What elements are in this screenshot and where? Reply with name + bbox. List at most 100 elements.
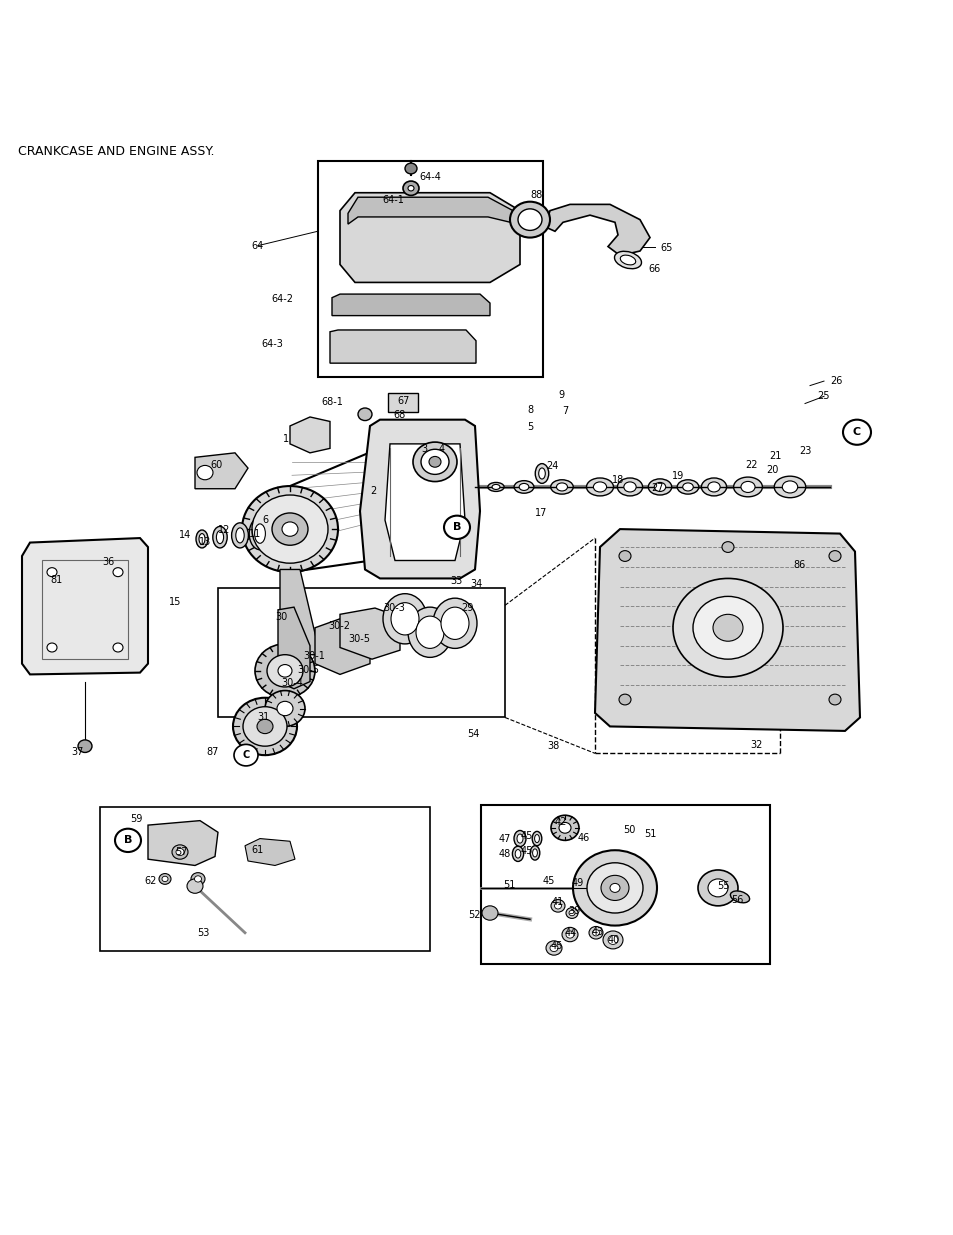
Text: 30-4: 30-4 — [281, 678, 303, 688]
Text: 21: 21 — [768, 451, 781, 461]
Circle shape — [115, 829, 141, 852]
Ellipse shape — [614, 251, 640, 269]
Circle shape — [47, 568, 57, 577]
Text: B: B — [453, 522, 460, 532]
Circle shape — [517, 209, 541, 231]
Text: 8: 8 — [526, 405, 533, 415]
Polygon shape — [22, 538, 148, 674]
Text: 27: 27 — [651, 483, 663, 493]
Polygon shape — [277, 608, 310, 689]
Text: 14: 14 — [178, 530, 191, 541]
Circle shape — [707, 879, 727, 897]
Text: 30-1: 30-1 — [303, 651, 325, 661]
Circle shape — [277, 664, 292, 677]
Text: C: C — [852, 427, 861, 437]
Polygon shape — [245, 839, 294, 866]
Circle shape — [443, 516, 470, 538]
Text: 29: 29 — [460, 603, 473, 613]
Text: 45: 45 — [550, 941, 562, 951]
Circle shape — [558, 823, 571, 834]
Polygon shape — [314, 618, 370, 674]
Circle shape — [233, 698, 296, 755]
Ellipse shape — [538, 468, 545, 479]
Text: 51: 51 — [643, 829, 656, 839]
Text: CRANKCASE AND ENGINE ASSY.: CRANKCASE AND ENGINE ASSY. — [18, 146, 214, 158]
Ellipse shape — [517, 834, 522, 844]
Circle shape — [602, 931, 622, 948]
Polygon shape — [595, 529, 859, 731]
Text: 64-4: 64-4 — [418, 173, 440, 183]
Text: 3: 3 — [420, 445, 427, 454]
Ellipse shape — [213, 526, 227, 548]
Circle shape — [554, 903, 561, 909]
Polygon shape — [348, 198, 517, 224]
Text: 24: 24 — [545, 462, 558, 472]
Text: 64-3: 64-3 — [261, 340, 283, 350]
Circle shape — [510, 201, 550, 237]
Bar — [480, 805, 769, 965]
Circle shape — [282, 522, 297, 536]
Circle shape — [565, 908, 578, 919]
Ellipse shape — [733, 477, 761, 496]
Circle shape — [561, 927, 578, 942]
Circle shape — [568, 910, 575, 915]
Ellipse shape — [515, 850, 520, 858]
Text: 50: 50 — [622, 825, 635, 835]
Ellipse shape — [532, 848, 537, 857]
Text: 47: 47 — [498, 834, 511, 844]
Text: B: B — [124, 835, 132, 846]
Circle shape — [252, 495, 328, 563]
Text: 30-3: 30-3 — [383, 603, 404, 613]
Ellipse shape — [617, 478, 642, 496]
Circle shape — [413, 442, 456, 482]
Circle shape — [550, 945, 558, 952]
Text: 37: 37 — [71, 747, 84, 757]
Text: 23: 23 — [798, 446, 810, 456]
Text: 60: 60 — [211, 459, 223, 469]
Circle shape — [254, 643, 314, 698]
Text: 22: 22 — [745, 459, 758, 469]
Text: 68-1: 68-1 — [321, 396, 342, 406]
Ellipse shape — [199, 534, 205, 545]
Ellipse shape — [534, 835, 538, 842]
Text: 6: 6 — [262, 515, 268, 525]
Text: 32: 32 — [750, 740, 762, 751]
Circle shape — [187, 879, 203, 893]
Circle shape — [112, 568, 123, 577]
Circle shape — [272, 513, 308, 545]
Ellipse shape — [232, 522, 248, 548]
Ellipse shape — [391, 603, 418, 635]
Text: 26: 26 — [829, 377, 841, 387]
Ellipse shape — [518, 483, 528, 490]
Text: 45: 45 — [520, 831, 533, 841]
Text: 48: 48 — [498, 848, 511, 858]
Text: 57: 57 — [174, 847, 187, 857]
Text: 52: 52 — [467, 910, 479, 920]
Circle shape — [429, 457, 440, 467]
Text: 59: 59 — [130, 814, 142, 824]
Text: 81: 81 — [51, 576, 63, 585]
Circle shape — [545, 941, 561, 955]
Ellipse shape — [254, 524, 265, 543]
Text: 31: 31 — [256, 713, 269, 722]
Circle shape — [618, 694, 630, 705]
Polygon shape — [339, 193, 519, 283]
Text: 53: 53 — [196, 927, 209, 937]
Polygon shape — [332, 294, 490, 316]
Circle shape — [276, 701, 293, 715]
Ellipse shape — [487, 483, 503, 492]
Ellipse shape — [700, 478, 726, 496]
Text: 55: 55 — [716, 881, 728, 892]
Text: 19: 19 — [671, 472, 683, 482]
Bar — [42, 561, 128, 659]
Text: 5: 5 — [526, 422, 533, 432]
Bar — [388, 393, 417, 412]
Circle shape — [242, 487, 337, 572]
Text: 62: 62 — [145, 876, 157, 885]
Circle shape — [481, 905, 497, 920]
Circle shape — [565, 931, 574, 939]
Text: 30: 30 — [274, 613, 287, 622]
Text: 88: 88 — [530, 190, 542, 200]
Ellipse shape — [535, 463, 548, 483]
Text: 86: 86 — [793, 559, 805, 571]
